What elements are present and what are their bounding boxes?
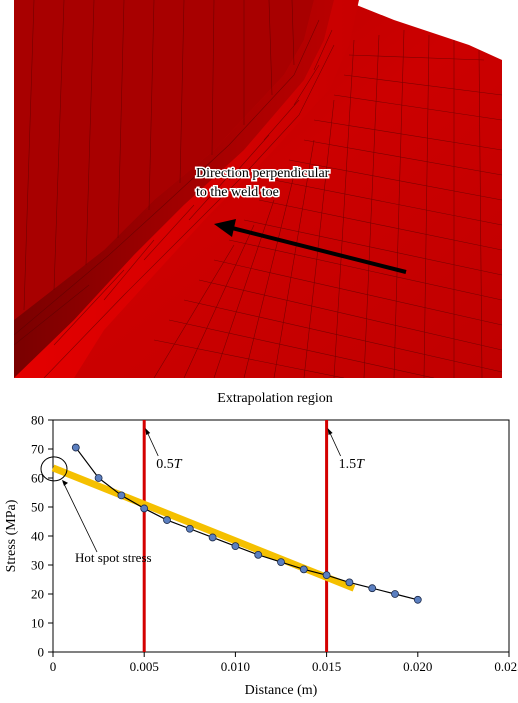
series-polyline [75,447,418,601]
x-axis-label: Distance (m) [245,683,318,698]
data-point [322,571,331,580]
hot-spot-circle [40,456,68,482]
fe-mesh-image: Direction perpendicular to the weld toe [14,0,502,378]
y-tick-label: 20 [31,587,44,602]
y-tick-labels: 0 10 20 30 40 50 60 70 80 [31,413,44,660]
mesh-annotation-line2: to the weld toe [196,185,279,200]
x-tick-label: 0.005 [130,659,159,674]
chart-title: Extrapolation region [217,391,332,406]
data-point [345,578,354,587]
data-point [185,524,194,533]
y-tick-label: 0 [38,645,45,660]
x-tick-label: 0 [50,659,57,674]
data-point [368,584,377,593]
mesh-background-corner [344,0,502,60]
x-tick-label: 0.025 [494,659,518,674]
stress-chart: Extrapolation region 0 0.005 0.010 0.015 0.0… [4,391,518,698]
y-tick-label: 40 [31,529,44,544]
hot-spot-label: Hot spot stress [75,550,152,565]
mesh-vertical-plate [14,0,314,320]
direction-arrow [214,219,407,274]
y-tick-label: 80 [31,413,44,428]
plot-area-frame [52,419,510,653]
data-point [391,590,399,598]
region-label-arrowhead [145,428,151,435]
y-tick-label: 30 [31,558,44,573]
data-point [140,504,149,513]
mesh-weld-fillet [14,0,334,378]
data-point [231,542,240,551]
hot-spot-arrowhead [62,479,68,486]
data-point [208,533,217,542]
y-axis-label: Stress (MPa) [4,499,19,572]
data-point [277,558,285,567]
mesh-annotation-line1: Direction perpendicular [196,166,330,181]
x-tick-label: 0.010 [221,659,250,674]
x-tick-label: 0.020 [403,659,432,674]
data-point [254,550,263,559]
data-point [299,565,308,574]
data-point [71,443,80,452]
hot-spot-leader [62,481,98,553]
series-line [75,447,418,601]
y-tick-label: 70 [31,442,44,457]
y-tick-label: 60 [31,471,44,486]
region-label-2: 1.5T [339,457,366,472]
extrapolation-region-lines [142,420,329,652]
series-points [71,443,422,604]
axis-ticks [48,419,510,657]
region-label-arrowhead [327,428,333,435]
data-point [94,474,103,482]
x-tick-label: 0.015 [312,659,341,674]
y-tick-label: 50 [31,500,44,515]
chart-annotations: 0.5T 1.5T Hot spot stress [40,428,366,565]
data-point [117,491,126,500]
data-point [413,595,422,604]
region-label-1: 0.5T [156,457,183,472]
mesh-grid-lines [14,0,502,378]
data-point [163,516,171,524]
region-label-leader [145,429,159,457]
x-tick-labels: 0 0.005 0.010 0.015 0.020 0.025 [50,659,518,674]
region-label-leader [328,429,341,457]
y-tick-label: 10 [31,616,44,631]
